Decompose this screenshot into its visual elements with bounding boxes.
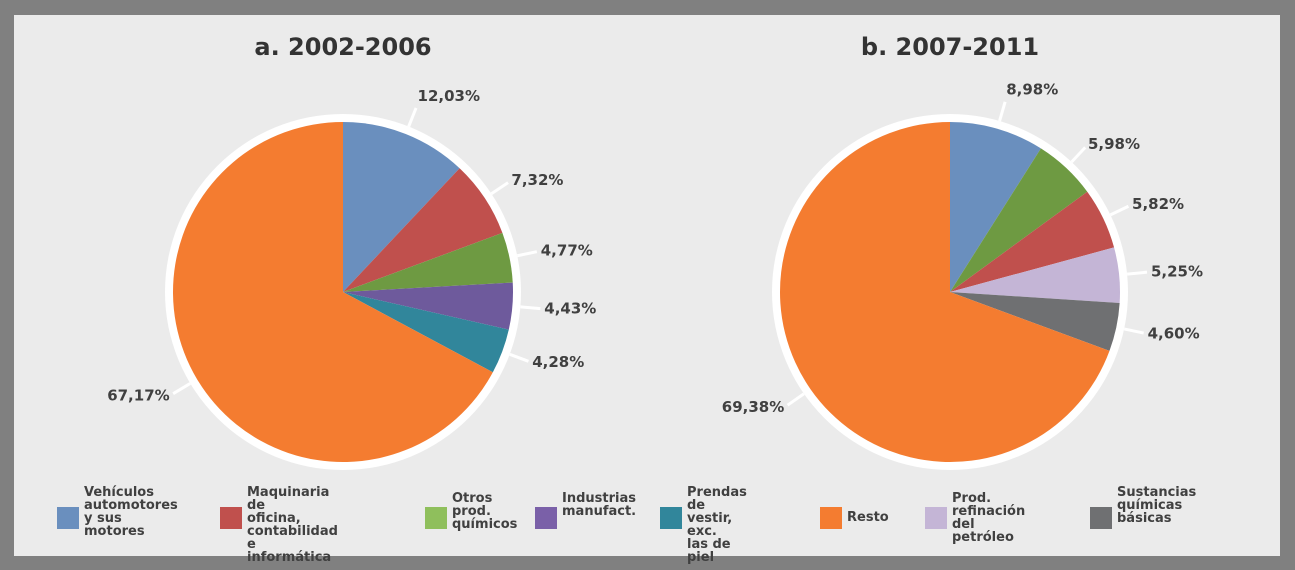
leader-line [509, 352, 530, 363]
data-label: 12,03% [418, 87, 480, 105]
data-label: 4,43% [544, 299, 596, 317]
pie-slice [343, 168, 503, 292]
leader-line [516, 250, 538, 258]
legend-label: Prendas de vestir, exc. las de piel [687, 485, 747, 565]
legend-label: Resto [847, 510, 889, 525]
pie-slice [343, 122, 460, 292]
leader-line [520, 305, 541, 311]
chart-title: b. 2007-2011 [861, 33, 1039, 61]
pie-slice [780, 122, 1110, 462]
legend: Vehículos automotores y sus motores Maqui… [0, 485, 1295, 564]
data-label: 5,82% [1132, 195, 1184, 213]
legend-swatch [425, 507, 447, 529]
data-label: 8,98% [1006, 80, 1058, 98]
legend-swatch [925, 507, 947, 529]
pie-slice [950, 122, 1041, 292]
leader-line [1070, 146, 1087, 164]
pie-slice [173, 122, 493, 462]
data-label: 69,38% [722, 398, 784, 416]
pie-slice [343, 292, 509, 373]
leader-line [1126, 270, 1148, 276]
pie-slice [343, 282, 513, 330]
pie-slice [950, 148, 1088, 292]
legend-swatch [1090, 507, 1112, 529]
legend-swatch [57, 507, 79, 529]
leader-line [490, 181, 509, 195]
legend-swatch [535, 507, 557, 529]
legend-label: Maquinaria de oficina, contabilidad e in… [247, 485, 338, 565]
data-label: 4,60% [1148, 324, 1200, 342]
leader-line [786, 392, 805, 407]
data-label: 5,98% [1088, 135, 1140, 153]
leader-line [1123, 327, 1145, 335]
legend-swatch [660, 507, 682, 529]
legend-swatch [820, 507, 842, 529]
pie-slice [950, 247, 1120, 303]
chart-title: a. 2002-2006 [254, 33, 431, 61]
data-label: 4,77% [541, 241, 593, 259]
legend-label: Industrias manufact. [562, 491, 637, 519]
data-label: 7,32% [511, 171, 563, 189]
pie-slice [950, 292, 1120, 351]
legend-label: Vehículos automotores y sus motores [84, 485, 178, 539]
legend-swatch [220, 507, 242, 529]
legend-label: Otros prod. químicos [452, 491, 518, 532]
pie-slice [950, 191, 1115, 292]
legend-label: Prod. refinación del petróleo [952, 491, 1026, 545]
data-label: 5,25% [1151, 262, 1203, 280]
leader-line [172, 382, 192, 395]
data-label: 4,28% [532, 353, 584, 371]
pie-slice [343, 232, 513, 292]
leader-line [407, 107, 418, 128]
legend-label: Sustancias químicas básicas [1117, 485, 1197, 526]
leader-line [998, 101, 1007, 122]
leader-line [1109, 204, 1130, 217]
data-label: 67,17% [107, 386, 169, 404]
